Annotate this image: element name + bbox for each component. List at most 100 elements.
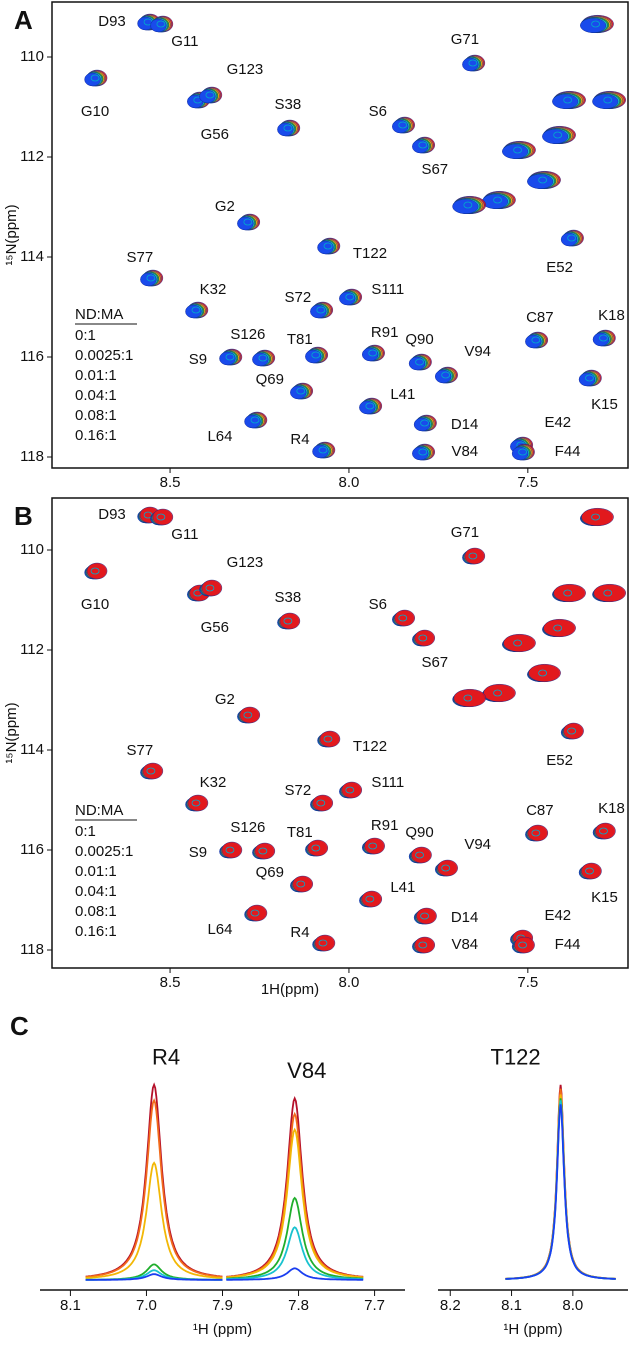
x-tick-label: 7.8 xyxy=(288,1297,309,1314)
spectrum-peak xyxy=(85,1161,223,1279)
contour xyxy=(237,216,254,231)
contour xyxy=(361,890,383,908)
contour-ring xyxy=(441,864,451,872)
peak xyxy=(408,846,432,864)
contour-ring xyxy=(468,59,478,67)
contour xyxy=(563,722,584,740)
peak-label: V84 xyxy=(287,1058,326,1083)
peak-label: F44 xyxy=(555,936,581,953)
contour-ring xyxy=(146,274,156,282)
contour-ring xyxy=(311,844,321,852)
contour xyxy=(364,837,385,855)
contour-ring xyxy=(345,293,355,301)
contour-ring xyxy=(463,694,473,702)
peak-label: S72 xyxy=(284,289,311,306)
peak xyxy=(305,839,329,857)
contour-ring xyxy=(603,96,613,104)
peak xyxy=(560,722,584,740)
x-tick-label: 7.9 xyxy=(212,1297,233,1314)
spectrum-peak xyxy=(505,1100,616,1280)
contour-ring xyxy=(418,941,428,949)
peak-label: K15 xyxy=(591,889,618,906)
contour-ring xyxy=(250,909,260,917)
peak xyxy=(84,69,108,87)
peak xyxy=(150,15,174,33)
contour xyxy=(254,842,276,860)
y-tick-label: 118 xyxy=(20,448,44,465)
peak-label: V94 xyxy=(464,836,491,853)
contour xyxy=(277,122,294,137)
peak xyxy=(244,904,268,922)
x-tick-label: 8.2 xyxy=(440,1297,461,1314)
peak xyxy=(552,90,586,109)
peak-label: G56 xyxy=(201,619,229,636)
peak-label: G123 xyxy=(227,554,264,571)
contour-ring xyxy=(398,614,408,622)
peak xyxy=(305,346,329,364)
x-axis-title: ¹H (ppm) xyxy=(193,1321,252,1338)
contour-ring xyxy=(518,941,528,949)
legend-entry: 0.04:1 xyxy=(75,883,117,900)
peak xyxy=(527,170,561,189)
contour xyxy=(514,936,535,954)
contour xyxy=(312,794,334,812)
x-tick-label: 8.1 xyxy=(60,1297,81,1314)
contour-ring xyxy=(156,20,166,28)
peak-label: T81 xyxy=(287,331,313,348)
peak xyxy=(237,706,261,724)
x-axis-title: ¹H (ppm) xyxy=(503,1321,562,1338)
contour-ring xyxy=(603,589,613,597)
contour xyxy=(464,547,486,565)
contour xyxy=(341,781,363,799)
peak xyxy=(527,664,561,683)
contour-ring xyxy=(420,419,429,427)
peak-label: S38 xyxy=(275,589,302,606)
contour-ring xyxy=(538,669,548,677)
contour-ring xyxy=(493,196,502,204)
contour xyxy=(394,609,415,627)
contour-ring xyxy=(283,617,293,625)
contour xyxy=(290,385,307,400)
contour-ring xyxy=(205,91,215,99)
contour-ring xyxy=(415,851,424,859)
spectrum-peak xyxy=(85,1082,223,1278)
contour-ring xyxy=(513,639,522,647)
contour-ring xyxy=(531,829,541,837)
contour-ring xyxy=(398,121,408,129)
contour-ring xyxy=(599,334,608,342)
peak xyxy=(542,125,576,144)
peak xyxy=(392,116,415,134)
peak-label: S6 xyxy=(369,596,387,613)
peak xyxy=(312,934,336,952)
x-tick-label: 8.1 xyxy=(501,1297,522,1314)
frame xyxy=(51,1,629,469)
x-tick-label: 8.0 xyxy=(339,474,360,491)
peak-label: K18 xyxy=(598,800,625,817)
contour xyxy=(578,372,596,387)
peak-label: S9 xyxy=(189,844,207,861)
peak xyxy=(412,629,435,647)
contour-ring xyxy=(463,201,473,209)
contour xyxy=(152,508,174,526)
contour xyxy=(483,684,516,703)
contour xyxy=(593,584,626,603)
x-tick-label: 8.5 xyxy=(160,474,181,491)
peak-label: V84 xyxy=(451,936,478,953)
contour xyxy=(411,846,432,864)
contour-ring xyxy=(418,634,428,642)
contour-ring xyxy=(513,146,522,154)
peak-label: G11 xyxy=(171,526,198,543)
contour xyxy=(317,240,334,255)
contour-ring xyxy=(146,767,156,775)
peak xyxy=(525,824,549,842)
peak-label: G10 xyxy=(81,103,109,120)
contour-ring xyxy=(420,912,429,920)
legend-entry: 0.0025:1 xyxy=(75,347,133,364)
spectrum-peak xyxy=(226,1226,364,1280)
legend-entry: 0.16:1 xyxy=(75,923,117,940)
peak-label: T81 xyxy=(287,824,313,841)
peak-label: G2 xyxy=(215,691,235,708)
peak-label: S67 xyxy=(421,161,448,178)
contour-ring xyxy=(283,124,293,132)
